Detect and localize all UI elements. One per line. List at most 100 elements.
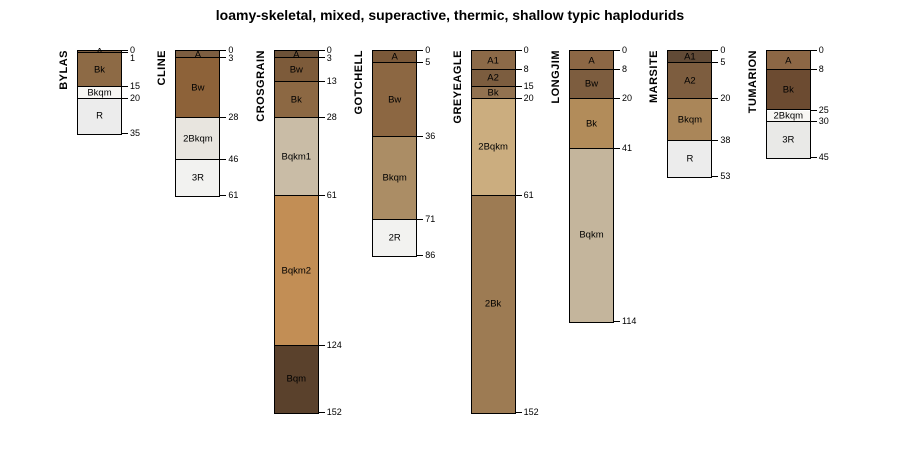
profile-column: A1 A2 Bk 2Bqkm 2Bk <box>470 50 516 414</box>
depth-tick <box>417 218 424 220</box>
depth-tick <box>515 97 522 99</box>
depth-label: 0 <box>326 45 332 55</box>
depth-label: 8 <box>818 64 824 75</box>
horizon <box>176 51 220 59</box>
depth-tick <box>515 411 522 413</box>
series-name: CROSGRAIN <box>254 50 267 122</box>
depth-label: 0 <box>622 45 628 55</box>
horizon <box>570 98 613 149</box>
depth-tick <box>614 97 620 99</box>
horizon <box>668 98 712 142</box>
depth-label: 0 <box>720 45 726 55</box>
depth-tick <box>515 50 522 51</box>
profile-column: A1 A2 Bkqm R <box>667 50 713 179</box>
depth-tick <box>810 157 817 159</box>
depth-tick <box>712 97 719 99</box>
depth-label: 86 <box>425 249 436 260</box>
depth-label: 20 <box>130 92 141 103</box>
depth-tick <box>712 176 719 178</box>
depth-tick <box>515 69 522 71</box>
depth-label: 20 <box>523 92 534 103</box>
depth-label: 28 <box>326 111 337 122</box>
horizon <box>176 117 220 161</box>
depth-label: 0 <box>818 45 824 55</box>
profile-column: A Bw 2Bkqm 3R <box>175 50 221 198</box>
depth-tick <box>318 57 325 59</box>
depth-tick <box>712 50 719 51</box>
depth-tick <box>220 159 227 161</box>
depth-label: 38 <box>720 135 731 146</box>
depth-label: 71 <box>425 213 436 224</box>
depth-label: 41 <box>622 142 633 153</box>
depth-tick <box>712 140 719 142</box>
horizon <box>570 70 613 99</box>
depth-tick <box>810 50 817 51</box>
depth-tick <box>318 345 325 347</box>
depth-tick <box>614 147 620 149</box>
depth-tick <box>220 116 227 118</box>
depth-tick <box>417 135 424 137</box>
horizon <box>78 86 121 99</box>
depth-label: 152 <box>523 406 539 417</box>
depth-label: 1 <box>130 53 136 63</box>
horizon <box>274 196 318 347</box>
depth-label: 124 <box>326 340 342 351</box>
depth-tick <box>122 50 128 51</box>
horizon <box>570 148 613 323</box>
depth-label: 8 <box>622 64 628 75</box>
depth-label: 53 <box>720 171 731 182</box>
depth-label: 15 <box>130 80 141 91</box>
depth-label: 28 <box>228 111 239 122</box>
depth-label: 13 <box>326 75 337 86</box>
depth-tick <box>614 50 620 51</box>
series-name: GOTCHELL <box>353 50 366 115</box>
depth-label: 152 <box>326 406 342 417</box>
horizon <box>766 110 810 123</box>
depth-tick <box>122 85 128 87</box>
horizon <box>274 58 318 82</box>
horizon <box>274 346 318 413</box>
horizon <box>471 51 515 71</box>
profile-column: A Bw Bk Bqkm <box>569 50 614 324</box>
depth-tick <box>417 50 424 51</box>
profile-column: A Bw Bkqm 2R <box>372 50 418 257</box>
horizon <box>78 53 121 87</box>
depth-tick <box>810 121 817 123</box>
depth-tick <box>417 254 424 256</box>
depth-label: 0 <box>523 45 529 55</box>
depth-tick <box>810 109 817 111</box>
horizon <box>766 122 810 159</box>
depth-tick <box>614 321 620 323</box>
depth-tick <box>220 57 227 59</box>
depth-label: 3 <box>228 53 234 63</box>
horizon <box>274 81 318 118</box>
horizon <box>78 51 121 54</box>
series-name: LONGJIM <box>550 50 562 104</box>
depth-tick <box>318 116 325 118</box>
horizon <box>176 58 220 118</box>
horizon <box>471 70 515 87</box>
depth-tick <box>810 69 817 71</box>
depth-label: 20 <box>622 92 633 103</box>
horizon <box>373 219 417 256</box>
profile-column: A Bk 2Bkqm 3R <box>765 50 811 160</box>
depth-tick <box>220 195 227 197</box>
depth-label: 15 <box>523 80 534 91</box>
horizon <box>471 98 515 197</box>
horizon <box>471 196 515 413</box>
horizon <box>766 70 810 111</box>
series-name: TUMARION <box>746 50 759 114</box>
horizon <box>373 51 417 63</box>
depth-label: 0 <box>228 45 234 55</box>
horizon <box>78 98 121 135</box>
series-name: GREYEAGLE <box>451 50 464 124</box>
profile-column: A Bk Bkqm R <box>77 47 122 136</box>
chart-title: loamy-skeletal, mixed, superactive, ther… <box>215 7 685 23</box>
depth-label: 5 <box>425 56 431 67</box>
depth-label: 61 <box>228 190 239 201</box>
profile-column: A Bw Bk Bqkm1 Bqkm2 Bqm <box>273 50 319 414</box>
depth-label: 20 <box>720 92 731 103</box>
depth-label: 0 <box>425 45 431 55</box>
depth-tick <box>417 61 424 63</box>
